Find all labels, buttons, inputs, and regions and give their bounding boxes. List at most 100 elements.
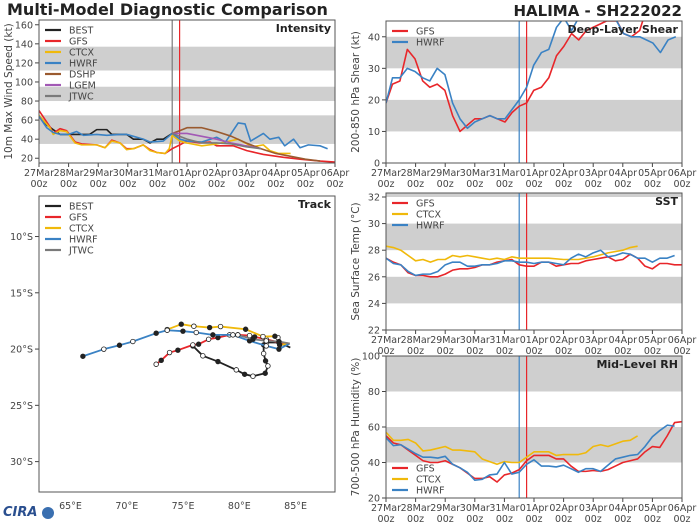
series-line-ctcx <box>386 431 639 466</box>
shaded-band <box>386 99 682 132</box>
legend-label: HWRF <box>69 235 98 246</box>
x-tick-sublabel: 00z <box>178 179 195 190</box>
x-tick-label: 04Apr <box>609 503 638 514</box>
y-tick-label: 20°S <box>10 345 33 356</box>
track-point <box>276 338 282 345</box>
x-tick-sublabel: 00z <box>437 179 454 190</box>
y-tick-label: 40 <box>368 32 380 43</box>
shaded-band <box>39 86 335 102</box>
x-tick-sublabel: 00z <box>644 514 661 525</box>
x-tick-label: 04Apr <box>262 168 291 179</box>
track-point <box>265 363 271 369</box>
legend-label: JTWC <box>68 92 94 103</box>
x-tick-sublabel: 00z <box>466 179 483 190</box>
track-point <box>250 336 256 342</box>
x-tick-label: 01Apr <box>173 168 202 179</box>
x-tick-sublabel: 00z <box>525 346 542 357</box>
x-tick-sublabel: 00z <box>555 179 572 190</box>
y-tick-label: 24 <box>368 299 380 310</box>
panel-title: Track <box>298 198 332 211</box>
legend-label: GFS <box>69 37 88 48</box>
track-point <box>200 353 206 359</box>
track-point <box>130 338 136 345</box>
series-line-hwrf <box>386 424 675 482</box>
track-point <box>241 371 248 377</box>
track-point <box>263 343 269 349</box>
track-point <box>193 329 199 336</box>
y-tick-label: 100 <box>15 77 33 88</box>
x-tick-sublabel: 00z <box>466 514 483 525</box>
track-point <box>205 336 212 342</box>
x-tick-sublabel: 00z <box>407 514 424 525</box>
x-tick-sublabel: 00z <box>525 179 542 190</box>
x-tick-label: 01Apr <box>520 503 549 514</box>
x-tick-label: 28Mar <box>401 335 431 346</box>
x-tick-sublabel: 00z <box>326 179 343 190</box>
y-tick-label: 60 <box>368 423 380 434</box>
x-tick-label: 02Apr <box>549 335 578 346</box>
legend-label: HWRF <box>416 221 445 232</box>
track-point <box>101 346 107 352</box>
track-point <box>260 350 267 357</box>
track-point <box>166 349 173 356</box>
track-point <box>178 321 184 327</box>
series-group <box>386 420 682 483</box>
x-tick-label: 06Apr <box>668 335 697 346</box>
y-tick-label: 60 <box>21 116 33 127</box>
y-axis-label: Sea Surface Temp (°C) <box>350 202 362 320</box>
x-tick-label: 28Mar <box>401 503 431 514</box>
legend-label: CTCX <box>416 210 442 221</box>
x-tick-label: 30Mar <box>113 168 143 179</box>
x-tick-sublabel: 00z <box>555 346 572 357</box>
legend-label: CTCX <box>69 48 95 59</box>
storm-id: HALIMA - SH222022 <box>513 2 683 20</box>
sst-panel: 22242628303227Mar00z28Mar00z29Mar00z30Ma… <box>350 192 696 357</box>
x-tick-sublabel: 00z <box>673 514 690 525</box>
x-tick-sublabel: 00z <box>496 346 513 357</box>
y-tick-label: 160 <box>15 20 33 31</box>
shaded-band <box>386 36 682 69</box>
shaded-band <box>386 427 682 463</box>
panel-title: SST <box>655 195 678 208</box>
y-tick-label: 26 <box>368 272 380 283</box>
series-line-hwrf <box>386 249 675 277</box>
intensity-panel: 2040608010012014016027Mar00z28Mar00z29Ma… <box>3 19 349 190</box>
track-point <box>215 358 221 365</box>
track-point <box>235 332 241 338</box>
x-tick-sublabel: 00z <box>377 514 394 525</box>
track-point <box>215 334 221 341</box>
x-tick-label: 05Apr <box>638 168 667 179</box>
x-tick-label: 31Mar <box>489 503 519 514</box>
track-point <box>260 333 266 340</box>
x-tick-sublabel: 00z <box>267 179 284 190</box>
panel-title: Mid-Level RH <box>596 358 678 371</box>
x-tick-sublabel: 00z <box>585 514 602 525</box>
y-tick-label: 80 <box>368 387 380 398</box>
x-tick-label: 70°E <box>115 501 138 512</box>
x-tick-label: 03Apr <box>579 335 608 346</box>
x-tick-label: 28Mar <box>401 168 431 179</box>
x-tick-label: 30Mar <box>460 335 490 346</box>
x-tick-sublabel: 00z <box>585 346 602 357</box>
x-tick-label: 29Mar <box>430 168 460 179</box>
panel-title: Intensity <box>276 22 331 35</box>
track-point <box>116 342 123 348</box>
series-line-jtwc <box>171 132 262 150</box>
x-tick-label: 05Apr <box>638 503 667 514</box>
legend-label: BEST <box>69 26 94 37</box>
y-tick-label: 20 <box>368 494 380 505</box>
x-tick-label: 27Mar <box>371 335 401 346</box>
y-tick-label: 20 <box>368 95 380 106</box>
series-line-lgem <box>172 132 262 150</box>
legend-label: DSHP <box>69 70 95 81</box>
track-point <box>210 332 216 338</box>
y-tick-label: 20 <box>21 154 33 165</box>
x-tick-label: 01Apr <box>520 335 549 346</box>
x-tick-label: 29Mar <box>83 168 113 179</box>
legend-label: CTCX <box>416 475 442 486</box>
x-tick-label: 31Mar <box>489 168 519 179</box>
track-point <box>191 323 197 329</box>
y-tick-label: 25°S <box>10 401 33 412</box>
track-point <box>175 347 181 353</box>
x-tick-sublabel: 00z <box>377 179 394 190</box>
